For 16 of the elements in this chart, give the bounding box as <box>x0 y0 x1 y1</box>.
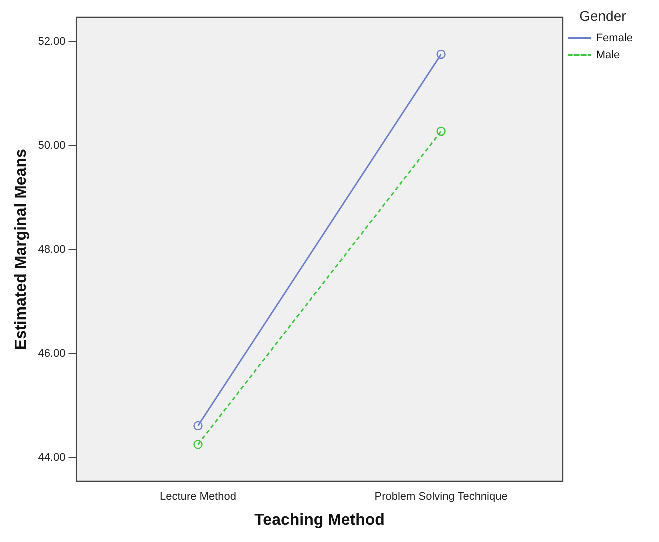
y-tick-label: 46.00 <box>38 348 66 360</box>
y-tick-label: 48.00 <box>38 244 66 256</box>
legend-label: Female <box>596 32 634 44</box>
y-tick-label: 44.00 <box>38 452 66 464</box>
x-axis-title: Teaching Method <box>254 512 385 529</box>
legend-title: Gender <box>580 8 627 24</box>
point <box>194 440 203 450</box>
point <box>436 126 446 136</box>
y-axis-title: Estimated Marginal Means <box>13 149 30 350</box>
y-tick-label: 52.00 <box>38 36 66 48</box>
x-tick-label: Problem Solving Technique <box>374 491 508 504</box>
x-tick-label: Lecture Method <box>160 491 236 504</box>
point <box>194 421 203 431</box>
legend-label: Male <box>596 49 620 62</box>
y-tick-label: 50.00 <box>38 140 66 152</box>
point <box>436 50 446 60</box>
